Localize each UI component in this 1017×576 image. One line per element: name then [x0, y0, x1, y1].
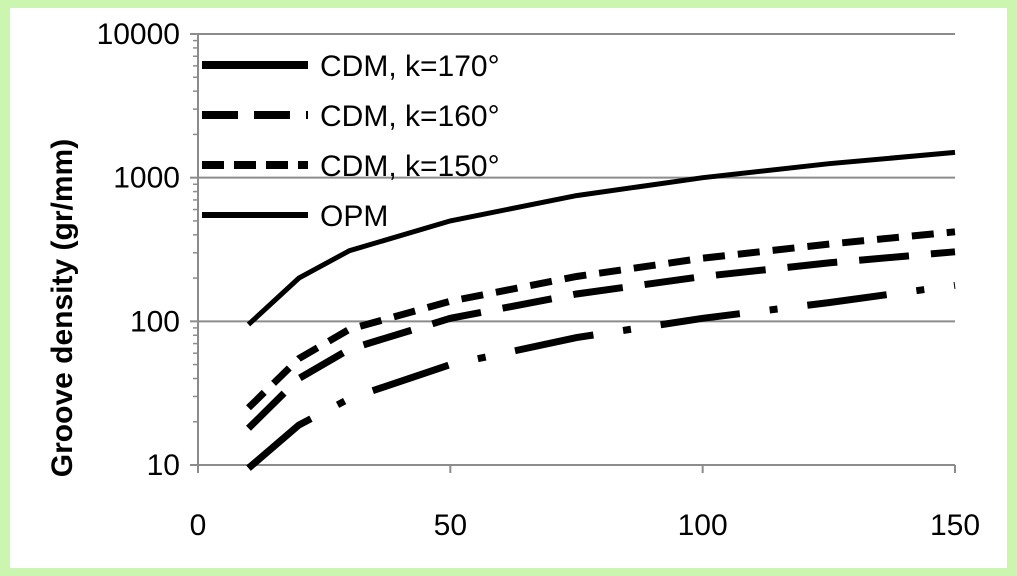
- y-tick-label: 1000: [113, 162, 180, 195]
- y-tick-label: 10: [147, 449, 180, 482]
- chart-frame: 10 100 1000 10000 0 50 100 150 CDM, k=170° CDM, …: [10, 8, 1007, 568]
- x-tick-label: 0: [190, 509, 207, 542]
- y-tick-label: 100: [130, 305, 180, 338]
- series-line-3: [246, 228, 956, 411]
- series-line-4: [246, 149, 956, 327]
- legend: CDM, k=170° CDM, k=160° CDM, k=150° OPM: [202, 50, 500, 233]
- legend-label-2: CDM, k=160°: [320, 100, 500, 133]
- legend-label-1: CDM, k=170°: [320, 50, 500, 83]
- series-line-1: [246, 281, 956, 471]
- y-axis-title: Groove density (gr/mm): [46, 139, 79, 477]
- axis-layer: 10 100 1000 10000 0 50 100 150: [97, 18, 980, 542]
- legend-label-4: OPM: [320, 200, 388, 233]
- legend-label-3: CDM, k=150°: [320, 150, 500, 183]
- x-tick-label: 50: [434, 509, 467, 542]
- x-tick-label: 150: [930, 509, 980, 542]
- series-layer: [246, 149, 956, 471]
- x-tick-label: 100: [678, 509, 728, 542]
- series-line-2: [246, 248, 956, 431]
- y-tick-label: 10000: [97, 18, 180, 51]
- grid-layer: [198, 33, 955, 323]
